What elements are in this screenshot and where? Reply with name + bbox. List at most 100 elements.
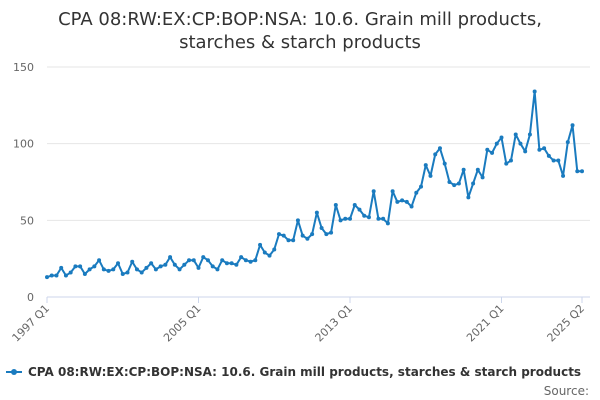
data-point[interactable] <box>106 268 111 273</box>
data-point[interactable] <box>276 232 281 237</box>
data-point[interactable] <box>281 233 286 238</box>
data-point[interactable] <box>527 132 532 137</box>
data-point[interactable] <box>305 236 310 241</box>
data-point[interactable] <box>333 203 338 207</box>
data-point[interactable] <box>319 226 324 230</box>
data-point[interactable] <box>437 146 442 151</box>
data-point[interactable] <box>201 255 206 260</box>
data-point[interactable] <box>414 190 419 195</box>
data-point[interactable] <box>551 158 556 163</box>
data-point[interactable] <box>215 267 220 272</box>
data-point[interactable] <box>101 267 106 272</box>
data-point[interactable] <box>419 184 424 189</box>
data-point[interactable] <box>229 261 234 266</box>
data-point[interactable] <box>267 253 272 258</box>
data-point[interactable] <box>205 258 210 263</box>
data-point[interactable] <box>565 140 570 145</box>
data-point[interactable] <box>68 270 73 275</box>
data-point[interactable] <box>570 123 575 128</box>
data-point[interactable] <box>92 264 97 269</box>
data-point[interactable] <box>452 183 457 188</box>
data-point[interactable] <box>163 262 168 267</box>
data-point[interactable] <box>310 232 315 237</box>
data-point[interactable] <box>504 161 509 166</box>
data-point[interactable] <box>352 203 357 207</box>
data-point[interactable] <box>63 273 68 278</box>
legend[interactable]: CPA 08:RW:EX:CP:BOP:NSA: 10.6. Grain mil… <box>6 365 581 379</box>
data-point[interactable] <box>78 264 83 269</box>
data-point[interactable] <box>532 89 537 94</box>
data-point[interactable] <box>508 158 513 163</box>
data-point[interactable] <box>291 238 296 243</box>
data-point[interactable] <box>537 147 542 152</box>
data-point[interactable] <box>139 270 144 275</box>
data-point[interactable] <box>400 198 405 203</box>
data-point[interactable] <box>97 258 102 263</box>
data-point[interactable] <box>234 262 239 267</box>
data-point[interactable] <box>262 250 267 255</box>
data-point[interactable] <box>348 216 353 221</box>
data-point[interactable] <box>575 169 580 174</box>
data-point[interactable] <box>196 265 201 270</box>
data-point[interactable] <box>182 262 187 267</box>
data-point[interactable] <box>561 173 566 178</box>
data-point[interactable] <box>518 141 523 146</box>
data-point[interactable] <box>428 173 433 178</box>
data-point[interactable] <box>134 267 139 272</box>
data-point[interactable] <box>475 167 480 172</box>
data-point[interactable] <box>490 150 495 155</box>
data-point[interactable] <box>168 255 173 260</box>
data-point[interactable] <box>456 181 461 186</box>
data-point[interactable] <box>329 230 334 235</box>
data-point[interactable] <box>87 267 92 272</box>
data-point[interactable] <box>82 272 87 276</box>
data-point[interactable] <box>314 210 319 215</box>
data-point[interactable] <box>580 169 584 174</box>
data-point[interactable] <box>376 216 381 221</box>
data-point[interactable] <box>120 272 125 276</box>
data-point[interactable] <box>471 181 476 186</box>
data-point[interactable] <box>343 216 348 221</box>
data-point[interactable] <box>73 264 78 269</box>
data-point[interactable] <box>546 153 551 158</box>
data-point[interactable] <box>54 273 59 278</box>
data-point[interactable] <box>461 167 466 172</box>
data-point[interactable] <box>172 262 177 267</box>
data-point[interactable] <box>433 152 438 157</box>
data-point[interactable] <box>116 261 121 266</box>
data-point[interactable] <box>338 218 343 223</box>
data-point[interactable] <box>404 199 409 204</box>
data-point[interactable] <box>253 258 258 263</box>
data-point[interactable] <box>243 258 248 263</box>
data-point[interactable] <box>177 267 182 272</box>
data-point[interactable] <box>158 264 163 269</box>
data-point[interactable] <box>390 189 395 194</box>
data-point[interactable] <box>466 195 471 200</box>
data-point[interactable] <box>324 232 329 237</box>
data-point[interactable] <box>366 215 371 220</box>
data-point[interactable] <box>248 259 253 264</box>
data-point[interactable] <box>409 204 414 209</box>
data-point[interactable] <box>295 218 300 223</box>
data-point[interactable] <box>149 261 154 266</box>
data-point[interactable] <box>125 270 130 275</box>
data-point[interactable] <box>286 238 291 243</box>
data-point[interactable] <box>480 175 485 180</box>
data-point[interactable] <box>513 132 518 137</box>
data-point[interactable] <box>258 242 263 247</box>
data-point[interactable] <box>542 146 547 151</box>
data-point[interactable] <box>272 247 277 252</box>
data-point[interactable] <box>499 135 504 140</box>
data-point[interactable] <box>49 273 54 278</box>
data-point[interactable] <box>239 255 244 260</box>
data-point[interactable] <box>362 213 367 218</box>
data-point[interactable] <box>153 267 158 272</box>
data-point[interactable] <box>395 199 400 204</box>
data-point[interactable] <box>59 265 64 270</box>
data-point[interactable] <box>187 258 192 263</box>
data-point[interactable] <box>447 180 452 184</box>
data-point[interactable] <box>111 267 116 272</box>
data-point[interactable] <box>523 149 528 154</box>
data-point[interactable] <box>371 189 376 194</box>
data-point[interactable] <box>385 221 390 226</box>
